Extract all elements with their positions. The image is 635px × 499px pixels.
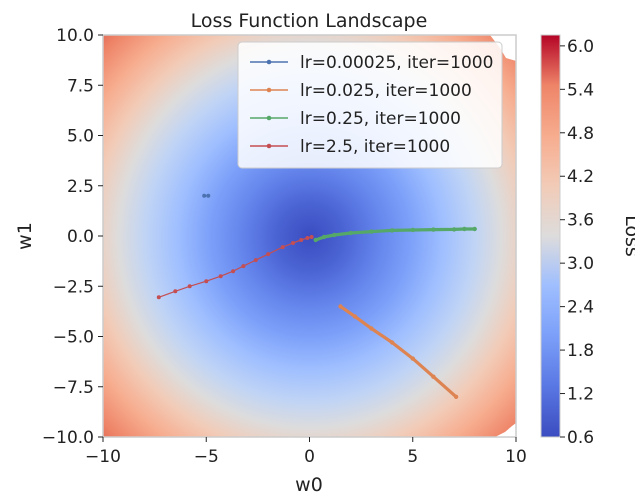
series-point [299, 238, 304, 242]
y-tick-label: 5.0 [67, 127, 94, 147]
series-point [202, 193, 207, 198]
series-point [218, 274, 223, 279]
colorbar-gradient [540, 34, 561, 438]
series-point [453, 394, 459, 399]
y-tick-label: 0.0 [67, 227, 94, 247]
y-tick-label: −10.0 [42, 428, 94, 448]
colorbar-tick-label: 3.6 [567, 211, 594, 231]
series-point [291, 241, 295, 245]
legend-entry-label: lr=0.025, iter=1000 [300, 81, 472, 101]
y-axis-label: w1 [14, 222, 36, 250]
series-point [253, 258, 258, 263]
legend-box [237, 41, 503, 169]
series-point [410, 356, 415, 361]
series-point [187, 284, 192, 289]
y-tick-label: −2.5 [53, 277, 94, 297]
legend-entry-label: lr=0.00025, iter=1000 [300, 53, 493, 73]
series-2 [338, 304, 459, 399]
colorbar-tick-label: 3.0 [567, 254, 594, 274]
series-point [389, 228, 395, 233]
series-point [389, 340, 395, 345]
series-1 [202, 193, 211, 198]
series-point [313, 237, 318, 243]
series-point [321, 234, 327, 240]
series-point [280, 245, 285, 250]
x-tick-label: −5 [194, 447, 219, 467]
series-3 [313, 226, 477, 243]
series-point [431, 227, 436, 232]
y-tick-label: −5.0 [53, 328, 94, 348]
series-point [348, 230, 353, 236]
series-point [472, 226, 477, 232]
series-point [332, 232, 337, 238]
legend-marker [266, 59, 272, 65]
colorbar-tick-label: 4.8 [567, 124, 594, 144]
series-point [451, 227, 457, 232]
series-4 [156, 235, 314, 300]
y-tick-label: −7.5 [53, 378, 94, 398]
legend-entry-label: lr=2.5, iter=1000 [300, 137, 450, 157]
series-point [173, 289, 178, 294]
colorbar-label: Loss [621, 215, 635, 257]
y-tick-label: 10.0 [56, 26, 94, 46]
y-tick-label: 7.5 [67, 76, 94, 96]
series-point [410, 227, 415, 233]
colorbar: 6.0 5.4 4.8 4.2 3.6 3.0 2.4 1.8 1.2 0.6 Loss [540, 34, 635, 448]
series-point [204, 279, 209, 284]
series-layer [156, 193, 477, 399]
chart-title: Loss Function Landscape [191, 10, 428, 32]
colorbar-ticks: 6.0 5.4 4.8 4.2 3.6 3.0 2.4 1.8 1.2 0.6 [560, 37, 594, 448]
legend-marker [266, 115, 272, 121]
series-point [231, 269, 236, 274]
x-tick-label: 10 [505, 447, 527, 467]
legend: lr=0.00025, iter=1000 lr=0.025, iter=1000… [237, 41, 503, 169]
colorbar-tick-label: 6.0 [567, 37, 594, 57]
x-tick-label: −10 [85, 447, 121, 467]
series-point [305, 236, 310, 240]
x-axis-ticks: −10 −5 0 5 10 [85, 437, 527, 467]
series-point [309, 235, 314, 239]
colorbar-tick-label: 2.4 [567, 298, 594, 318]
colorbar-tick-label: 5.4 [567, 80, 594, 100]
legend-marker [266, 87, 272, 93]
series-point [369, 326, 374, 331]
series-point [462, 226, 467, 232]
series-point [206, 193, 211, 198]
colorbar-tick-label: 1.2 [567, 385, 594, 405]
series-point [338, 304, 343, 309]
y-axis-ticks: 10.0 7.5 5.0 2.5 0.0 −2.5 −5.0 −7.5 −10.0 [42, 26, 103, 448]
x-tick-label: 5 [407, 447, 418, 467]
series-point [241, 264, 246, 269]
series-point [369, 229, 374, 234]
series-point [352, 314, 358, 319]
x-tick-label: 0 [304, 447, 315, 467]
series-point [156, 295, 161, 300]
colorbar-tick-label: 1.8 [567, 341, 594, 361]
legend-marker [266, 143, 272, 149]
y-tick-label: 2.5 [67, 177, 94, 197]
series-point [266, 252, 271, 257]
colorbar-tick-label: 4.2 [567, 167, 594, 187]
series-point [431, 374, 436, 379]
legend-entry-label: lr=0.25, iter=1000 [300, 109, 461, 129]
x-axis-label: w0 [295, 474, 323, 496]
colorbar-tick-label: 0.6 [567, 428, 594, 448]
